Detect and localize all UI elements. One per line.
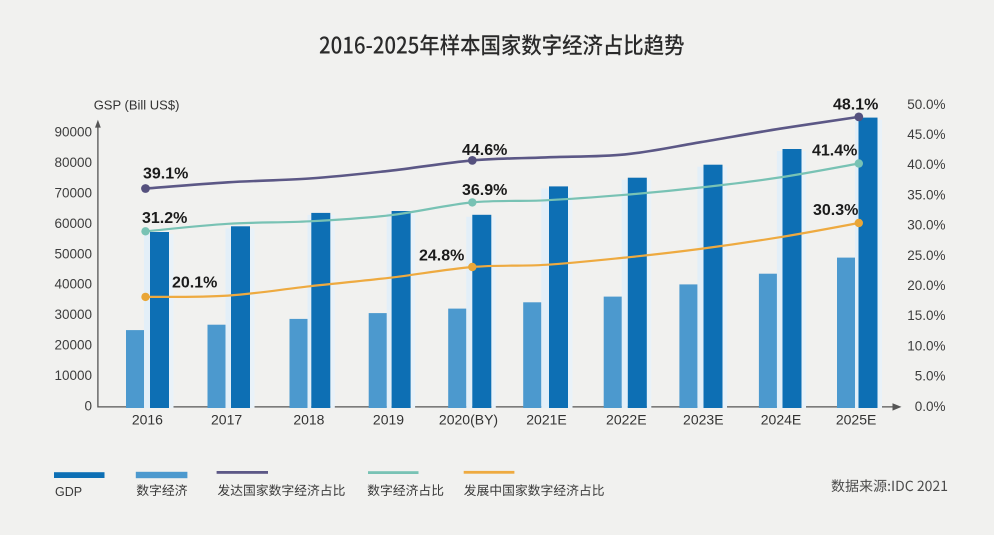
svg-text:10000: 10000 bbox=[54, 368, 92, 383]
svg-text:44.6%: 44.6% bbox=[462, 142, 507, 159]
svg-text:0: 0 bbox=[84, 398, 92, 413]
svg-text:30.3%: 30.3% bbox=[813, 202, 858, 219]
svg-text:2022E: 2022E bbox=[606, 412, 646, 428]
svg-text:48.1%: 48.1% bbox=[833, 97, 878, 114]
svg-text:20.0%: 20.0% bbox=[907, 278, 945, 293]
svg-text:31.2%: 31.2% bbox=[142, 210, 187, 227]
svg-text:2019: 2019 bbox=[373, 412, 404, 428]
svg-text:GSP (Bill US$): GSP (Bill US$) bbox=[94, 98, 180, 113]
svg-text:50.0%: 50.0% bbox=[907, 97, 945, 112]
svg-text:10.0%: 10.0% bbox=[907, 338, 945, 353]
svg-text:2017: 2017 bbox=[211, 412, 242, 428]
svg-text:0.0%: 0.0% bbox=[915, 399, 946, 414]
svg-text:2021E: 2021E bbox=[526, 412, 566, 428]
svg-text:40.0%: 40.0% bbox=[907, 157, 945, 172]
svg-text:2016: 2016 bbox=[132, 412, 163, 428]
svg-text:2023E: 2023E bbox=[683, 412, 723, 428]
svg-text:39.1%: 39.1% bbox=[143, 166, 188, 183]
svg-text:50000: 50000 bbox=[54, 246, 92, 261]
svg-text:20.1%: 20.1% bbox=[172, 275, 217, 292]
svg-text:2020(BY): 2020(BY) bbox=[439, 412, 498, 428]
svg-text:36.9%: 36.9% bbox=[462, 182, 507, 199]
svg-text:GDP: GDP bbox=[55, 485, 82, 499]
svg-text:80000: 80000 bbox=[54, 155, 92, 170]
svg-text:40000: 40000 bbox=[54, 277, 92, 292]
svg-text:15.0%: 15.0% bbox=[907, 308, 945, 323]
svg-text:20000: 20000 bbox=[54, 338, 92, 353]
svg-text:70000: 70000 bbox=[54, 186, 92, 201]
svg-text:35.0%: 35.0% bbox=[907, 187, 945, 202]
svg-text:5.0%: 5.0% bbox=[915, 369, 946, 384]
svg-text:30000: 30000 bbox=[54, 307, 92, 322]
svg-text:41.4%: 41.4% bbox=[812, 143, 857, 160]
svg-text:2024E: 2024E bbox=[761, 412, 801, 428]
svg-text:45.0%: 45.0% bbox=[907, 127, 945, 142]
svg-text:24.8%: 24.8% bbox=[419, 248, 464, 265]
svg-text:2025E: 2025E bbox=[836, 412, 876, 428]
svg-text:90000: 90000 bbox=[54, 125, 92, 140]
svg-text:25.0%: 25.0% bbox=[907, 248, 945, 263]
svg-text:30.0%: 30.0% bbox=[907, 218, 945, 233]
svg-text:2018: 2018 bbox=[293, 412, 324, 428]
svg-text:60000: 60000 bbox=[54, 216, 92, 231]
